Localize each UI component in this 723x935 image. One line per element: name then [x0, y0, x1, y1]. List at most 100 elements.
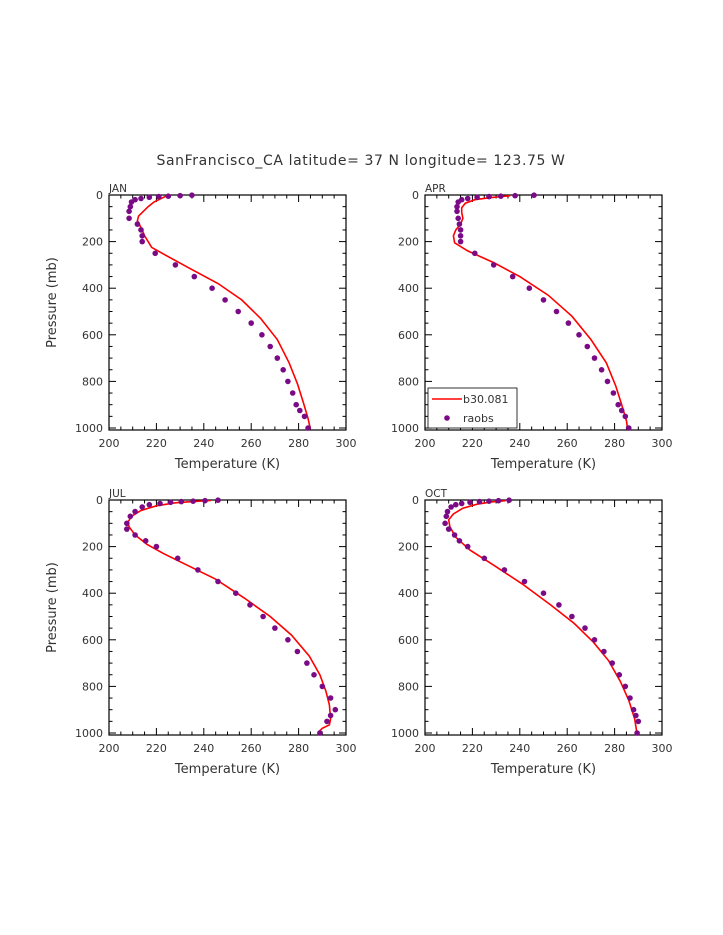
- raobs-point: [464, 543, 471, 550]
- raobs-point: [128, 199, 135, 205]
- raobs-point: [601, 648, 607, 655]
- raobs-point: [582, 625, 588, 631]
- raobs-point: [172, 262, 179, 268]
- raobs-point: [195, 567, 201, 573]
- x-tick-label: 220: [146, 437, 167, 450]
- x-tick-label: 260: [241, 437, 262, 450]
- series-line-b30-081: [136, 195, 312, 430]
- raobs-point: [576, 332, 582, 338]
- raobs-point: [444, 508, 451, 515]
- x-tick-label: 200: [99, 437, 120, 450]
- raobs-point: [233, 590, 239, 596]
- raobs-point: [139, 238, 145, 245]
- y-tick-label: 600: [82, 329, 103, 342]
- raobs-point: [260, 613, 266, 620]
- y-tick-label: 400: [82, 282, 103, 295]
- raobs-point: [526, 285, 533, 292]
- y-axis-label: Pressure (mb): [45, 562, 60, 653]
- raobs-point: [178, 498, 185, 505]
- raobs-point: [267, 343, 274, 350]
- raobs-point: [139, 504, 145, 510]
- raobs-point: [442, 520, 448, 527]
- y-tick-label: 400: [398, 282, 419, 295]
- panel-label: JAN: [108, 183, 127, 195]
- raobs-point: [626, 425, 632, 431]
- x-tick-label: 200: [415, 437, 436, 450]
- raobs-point: [610, 390, 617, 396]
- raobs-point: [472, 250, 478, 257]
- raobs-point: [189, 192, 195, 198]
- y-tick-label: 0: [96, 189, 103, 202]
- raobs-point: [127, 513, 134, 520]
- raobs-point: [622, 413, 629, 420]
- x-tick-label: 300: [652, 742, 673, 755]
- x-tick-label: 240: [509, 742, 530, 755]
- y-tick-label: 600: [398, 329, 419, 342]
- raobs-point: [445, 526, 452, 532]
- y-tick-label: 600: [82, 634, 103, 647]
- raobs-point: [474, 194, 480, 201]
- y-tick-label: 400: [82, 587, 103, 600]
- raobs-point: [167, 499, 174, 506]
- x-tick-label: 220: [146, 742, 167, 755]
- raobs-point: [297, 407, 303, 414]
- raobs-point: [633, 712, 639, 719]
- raobs-point: [146, 194, 153, 201]
- raobs-point: [209, 285, 215, 292]
- panels: 200 220 240 260 280 300 0 200 400 600 800 1000 JAN Te…: [45, 183, 673, 777]
- raobs-point: [156, 193, 162, 200]
- plot-frame: [108, 499, 347, 736]
- series-line-b30-081: [452, 195, 629, 430]
- raobs-point: [455, 215, 462, 222]
- raobs-point: [495, 497, 502, 504]
- x-tick-label: 260: [241, 742, 262, 755]
- panel-oct: 200 220 240 260 280 300 0 200 400 600 800 1000 OCT Te…: [391, 488, 673, 777]
- raobs-point: [165, 193, 172, 199]
- x-tick-label: 200: [99, 742, 120, 755]
- raobs-point: [285, 637, 291, 643]
- y-tick-label: 800: [398, 375, 419, 388]
- raobs-point: [457, 238, 464, 245]
- raobs-point: [604, 378, 611, 385]
- panel-label: JUL: [108, 488, 126, 500]
- raobs-point: [126, 215, 132, 222]
- raobs-point: [598, 367, 605, 373]
- legend-box: [427, 387, 518, 429]
- raobs-point: [457, 233, 464, 239]
- raobs-point: [177, 192, 183, 199]
- x-tick-label: 280: [288, 742, 309, 755]
- raobs-point: [630, 706, 637, 713]
- raobs-point: [319, 683, 326, 690]
- raobs-point: [138, 227, 144, 233]
- raobs-point: [490, 262, 497, 268]
- raobs-point: [591, 637, 598, 643]
- raobs-point: [458, 500, 465, 507]
- y-axis-label: Pressure (mb): [45, 257, 60, 348]
- raobs-point: [454, 203, 460, 210]
- raobs-point: [142, 538, 149, 544]
- legend-label-obs: raobs: [463, 412, 494, 425]
- x-tick-label: 300: [336, 742, 357, 755]
- panel-label: OCT: [425, 488, 448, 500]
- raobs-point: [486, 498, 492, 505]
- raobs-point: [305, 425, 311, 431]
- raobs-point: [454, 208, 460, 215]
- y-tick-label: 200: [398, 541, 419, 554]
- raobs-point: [540, 297, 547, 303]
- raobs-point: [247, 602, 253, 608]
- x-tick-label: 280: [604, 437, 625, 450]
- raobs-point: [506, 497, 512, 504]
- raobs-point: [618, 407, 625, 414]
- y-tick-label: 1000: [391, 727, 419, 740]
- raobs-point: [139, 233, 145, 239]
- raobs-point: [272, 625, 278, 631]
- raobs-point: [467, 499, 473, 506]
- raobs-point: [456, 538, 463, 544]
- y-tick-label: 200: [82, 541, 103, 554]
- raobs-point: [635, 718, 642, 725]
- y-tick-label: 800: [82, 680, 103, 693]
- raobs-point: [634, 730, 640, 736]
- y-tick-label: 1000: [75, 727, 103, 740]
- raobs-point: [301, 413, 308, 420]
